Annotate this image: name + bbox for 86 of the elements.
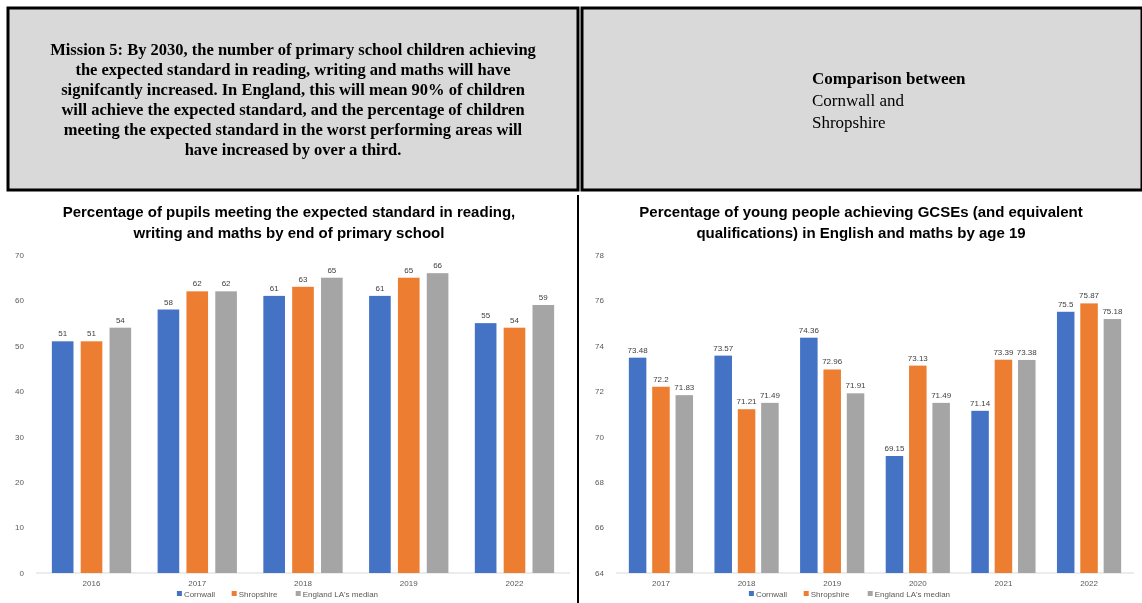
bar <box>263 295 285 573</box>
x-tick-label: 2017 <box>652 579 671 588</box>
y-tick-label: 10 <box>15 523 25 533</box>
y-tick-label: 64 <box>595 568 605 578</box>
y-tick-label: 66 <box>595 523 605 533</box>
x-tick-label: 2018 <box>737 579 757 588</box>
data-label: 59 <box>538 292 549 302</box>
y-tick-label: 30 <box>15 432 25 442</box>
y-tick-label: 78 <box>595 250 605 260</box>
legend-label: Shropshire <box>238 590 278 599</box>
data-label: 62 <box>221 279 232 289</box>
bar <box>321 277 343 573</box>
data-label: 73.48 <box>627 345 649 355</box>
y-tick-label: 60 <box>15 296 25 306</box>
y-tick-label: 70 <box>15 250 25 260</box>
text: Comparison between <box>812 69 967 88</box>
bar <box>157 309 180 573</box>
data-label: 73.39 <box>993 347 1014 357</box>
data-label: 66 <box>433 261 443 271</box>
data-label: 71.14 <box>970 398 991 408</box>
data-label: 61 <box>375 283 385 293</box>
x-tick-label: 2019 <box>823 579 842 588</box>
data-label: 58 <box>163 297 174 307</box>
x-tick-label: 2022 <box>505 579 524 588</box>
y-tick-label: 76 <box>595 296 605 306</box>
legend-label: England LA's median <box>302 590 379 599</box>
bar <box>51 341 74 573</box>
bar <box>186 291 209 573</box>
data-label: 51 <box>87 329 97 339</box>
legend-label: England LA's median <box>874 590 951 599</box>
data-label: 71.49 <box>759 390 781 400</box>
bar <box>369 295 391 573</box>
data-label: 63 <box>298 274 308 284</box>
bar <box>532 304 555 573</box>
data-label: 71.91 <box>845 381 867 391</box>
chart-title: Percentage of pupils meeting the expected standard in reading, writing and maths by end of primary school <box>62 203 516 241</box>
legend-label: Shropshire <box>810 590 850 599</box>
x-tick-label: 2016 <box>82 579 101 588</box>
bar <box>215 291 237 573</box>
y-tick-label: 50 <box>15 341 25 351</box>
data-label: 54 <box>115 315 126 325</box>
text: Mission 5: By 2030, the number of primary school children achieving the expected standard in reading, writing and maths will have signifcantly increased. In England, this will mean 90% of children will achieve the expected standard, and the percentage of children meeting the expected standard in the worst performing areas will have increased by over a third. <box>50 40 537 159</box>
y-tick-label: 0 <box>19 568 25 578</box>
bar <box>292 286 314 573</box>
data-label: 75.87 <box>1079 291 1100 301</box>
y-tick-label: 72 <box>595 387 605 397</box>
data-label: 72.2 <box>653 374 670 384</box>
data-label: 54 <box>510 315 520 325</box>
data-label: 73.13 <box>907 353 929 363</box>
data-label: 72.96 <box>822 357 843 367</box>
data-label: 71.83 <box>674 383 695 393</box>
data-label: 75.5 <box>1057 299 1075 309</box>
x-tick-label: 2019 <box>399 579 419 588</box>
y-tick-label: 70 <box>595 432 605 442</box>
data-label: 73.38 <box>1016 347 1038 357</box>
x-tick-label: 2021 <box>994 579 1013 588</box>
bar <box>80 341 103 573</box>
data-label: 69.15 <box>884 444 906 454</box>
data-label: 51 <box>58 329 68 339</box>
data-label: 73.57 <box>713 343 734 353</box>
y-tick-label: 40 <box>15 387 25 397</box>
chart-title: Percentage of young people achieving GCSEs (and equivalent qualifications) in English and maths by age 19 <box>639 203 1083 241</box>
y-tick-label: 74 <box>595 341 605 351</box>
y-tick-label: 68 <box>595 477 605 487</box>
data-label: 61 <box>269 283 280 293</box>
data-label: 55 <box>481 311 491 321</box>
data-label: 74.36 <box>798 325 820 335</box>
data-label: 71.21 <box>736 397 758 407</box>
x-tick-label: 2017 <box>188 579 207 588</box>
bar <box>474 323 497 573</box>
x-tick-label: 2020 <box>908 579 928 588</box>
bar <box>426 273 449 573</box>
bar <box>109 327 132 573</box>
x-tick-label: 2022 <box>1080 579 1099 588</box>
x-tick-label: 2018 <box>294 579 313 588</box>
legend-label: Cornwall <box>755 590 788 599</box>
legend-label: Cornwall <box>183 590 216 599</box>
bar <box>397 277 420 573</box>
data-label: 71.49 <box>931 390 952 400</box>
data-label: 62 <box>192 279 203 289</box>
data-label: 65 <box>327 265 337 275</box>
text: Cornwall and Shropshire <box>812 91 905 132</box>
data-label: 65 <box>404 265 414 275</box>
y-tick-label: 20 <box>15 477 25 487</box>
data-label: 75.18 <box>1102 307 1123 317</box>
bar <box>503 327 526 573</box>
